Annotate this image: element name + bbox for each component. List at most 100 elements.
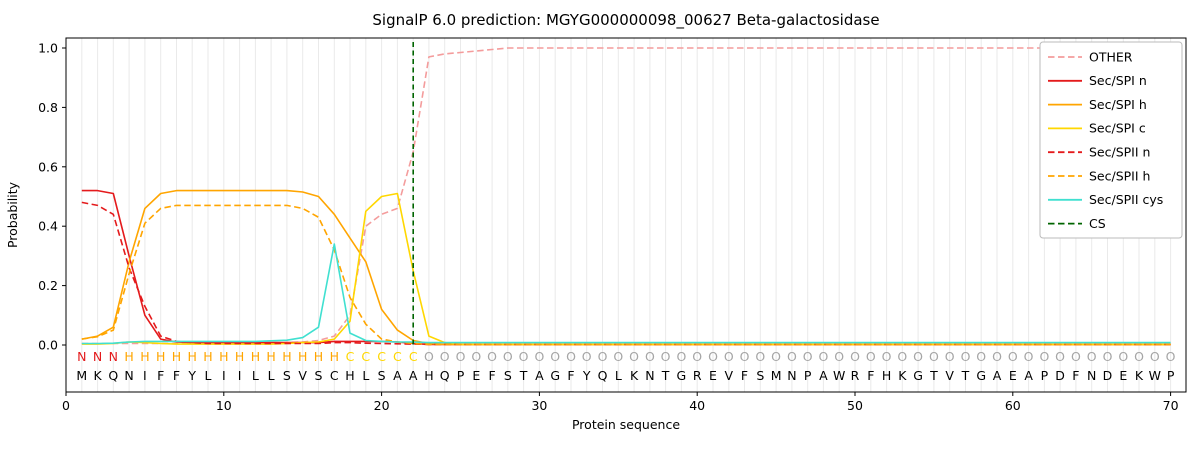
sequence-letter: K (630, 368, 639, 383)
region-letter: O (471, 349, 481, 364)
region-letter: H (235, 349, 244, 364)
x-axis-label: Protein sequence (572, 417, 680, 432)
region-letter: O (834, 349, 844, 364)
sequence-letter: L (205, 368, 212, 383)
y-tick-label: 0.6 (38, 159, 58, 174)
region-letter: O (629, 349, 639, 364)
region-letter: O (661, 349, 671, 364)
region-letter: O (740, 349, 750, 364)
region-letter: O (1087, 349, 1097, 364)
sequence-letter: G (550, 368, 560, 383)
sequence-letter: N (787, 368, 796, 383)
region-letter: O (456, 349, 466, 364)
sequence-letter: S (504, 368, 512, 383)
sequence-letter: M (771, 368, 782, 383)
sequence-letter: K (898, 368, 907, 383)
series-line-sec-spii-cys (81, 243, 1171, 345)
sequence-letter: G (677, 368, 687, 383)
region-letter: C (409, 349, 418, 364)
region-letter: O (1166, 349, 1176, 364)
region-letter: H (203, 349, 212, 364)
x-tick-label: 60 (1005, 398, 1021, 413)
sequence-letter: I (143, 368, 147, 383)
sequence-letter: W (1149, 368, 1161, 383)
region-letter: O (582, 349, 592, 364)
x-tick-label: 40 (689, 398, 705, 413)
x-tick-label: 70 (1163, 398, 1179, 413)
sequence-letter: E (709, 368, 717, 383)
sequence-letter: Y (582, 368, 591, 383)
sequence-letter: K (1135, 368, 1144, 383)
sequence-letter: F (867, 368, 874, 383)
region-letter: O (945, 349, 955, 364)
sequence-letter: R (851, 368, 860, 383)
chart-title: SignalP 6.0 prediction: MGYG000000098_00… (372, 11, 879, 30)
region-letter: O (1118, 349, 1128, 364)
region-letter: C (361, 349, 370, 364)
y-tick-label: 1.0 (38, 41, 58, 56)
sequence-letter: Y (187, 368, 196, 383)
sequence-letter: D (1103, 368, 1113, 383)
legend-box (1039, 41, 1183, 239)
region-letter: O (1134, 349, 1144, 364)
region-letter: O (755, 349, 765, 364)
sequence-letter: V (298, 368, 307, 383)
sequence-letter: D (1055, 368, 1065, 383)
sequence-letter: P (1167, 368, 1175, 383)
sequence-letter: G (913, 368, 923, 383)
region-letter: O (534, 349, 544, 364)
sequence-letter: I (222, 368, 226, 383)
series-line-sec-spi-n (81, 189, 1171, 346)
sequence-letter: H (345, 368, 354, 383)
sequence-letter: Q (108, 368, 118, 383)
legend-label: Sec/SPII h (1089, 168, 1150, 183)
x-tick-label: 20 (374, 398, 390, 413)
sequence-letter: T (961, 368, 970, 383)
region-letter: N (77, 349, 86, 364)
region-letter: H (140, 349, 149, 364)
sequence-letter: S (283, 368, 291, 383)
sequence-letter: N (645, 368, 654, 383)
region-letter: O (519, 349, 529, 364)
region-letter: O (882, 349, 892, 364)
sequence-letter: Q (598, 368, 608, 383)
y-tick-label: 0.4 (38, 219, 58, 234)
sequence-letter: G (976, 368, 986, 383)
region-letter: O (976, 349, 986, 364)
region-letter: N (109, 349, 118, 364)
sequence-letter: A (819, 368, 828, 383)
region-letter: H (251, 349, 260, 364)
sequence-letter: A (393, 368, 402, 383)
legend: OTHER Sec/SPI n Sec/SPI h Sec/SPI c Sec/SPII… (1039, 41, 1183, 239)
legend-label: Sec/SPI n (1089, 73, 1147, 88)
legend-label: CS (1089, 216, 1106, 231)
region-letter: O (897, 349, 907, 364)
sequence-letter: Q (440, 368, 450, 383)
series-line-sec-spii-h (81, 204, 1171, 346)
sequence-letter: I (238, 368, 242, 383)
sequence-letter: L (362, 368, 369, 383)
region-letter: O (866, 349, 876, 364)
sequence-letter: H (424, 368, 433, 383)
sequence-letter: V (945, 368, 954, 383)
region-letter: O (613, 349, 623, 364)
y-axis-ticks: 0.0 0.2 0.4 0.6 0.8 1.0 (38, 41, 66, 353)
sequence-letter: P (457, 368, 465, 383)
region-letter: H (172, 349, 181, 364)
region-letter: H (314, 349, 323, 364)
sequence-letter: F (173, 368, 180, 383)
series-line-sec-spii-n (81, 201, 1171, 346)
series-line-sec-spi-c (81, 192, 1171, 346)
region-letter: O (1024, 349, 1034, 364)
region-letter: O (850, 349, 860, 364)
region-letter: C (377, 349, 386, 364)
x-tick-label: 50 (847, 398, 863, 413)
region-letter: O (961, 349, 971, 364)
gridlines (81, 38, 1172, 392)
region-letter: H (266, 349, 275, 364)
region-letter: O (913, 349, 923, 364)
region-letter: O (929, 349, 939, 364)
region-letter: C (393, 349, 402, 364)
y-tick-label: 0.2 (38, 278, 58, 293)
